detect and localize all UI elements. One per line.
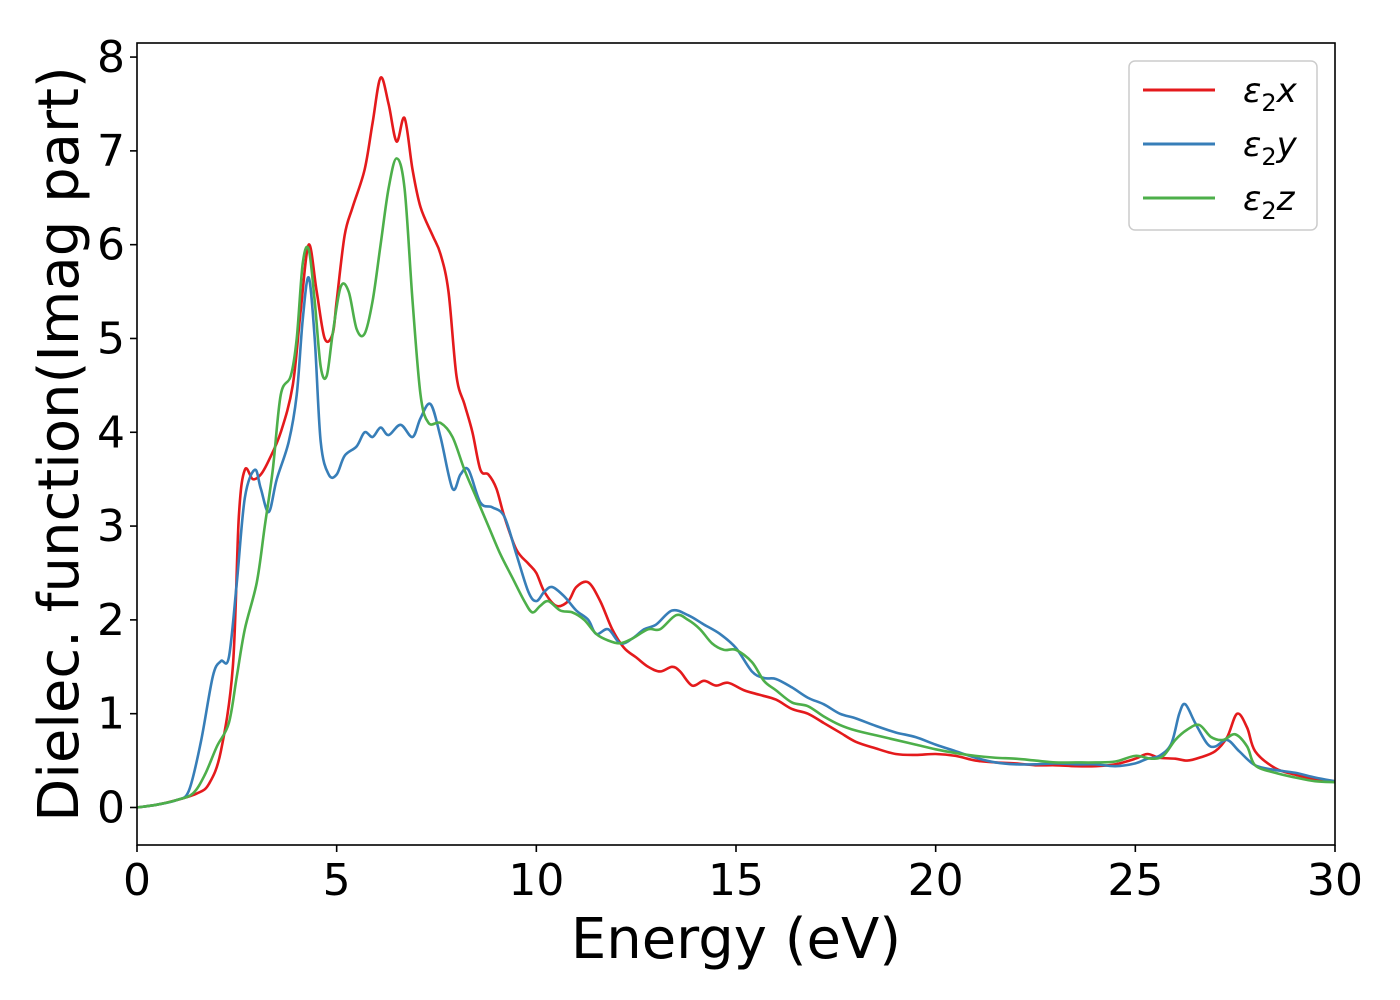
x-tick-label: 20 [908, 855, 964, 906]
x-tick-label: 30 [1307, 855, 1363, 906]
y-tick-label: 6 [97, 220, 125, 271]
y-tick-label: 5 [97, 313, 125, 364]
y-tick-label: 7 [97, 126, 125, 177]
y-tick-label: 8 [97, 32, 125, 83]
x-axis-label: Energy (eV) [571, 907, 901, 972]
x-tick-label: 10 [508, 855, 564, 906]
y-tick-label: 4 [97, 407, 125, 458]
y-axis-label: Dielec. function(Imag part) [27, 66, 92, 822]
series-layer [136, 76, 1336, 809]
y-tick-label: 0 [97, 782, 125, 833]
legend-label-3: ε2z [1243, 179, 1296, 225]
legend-box [1128, 60, 1318, 231]
legend: ε2x ε2y ε2z [1128, 60, 1318, 231]
series-line-3 [136, 157, 1336, 809]
x-axis-ticks: 0 5 10 15 20 25 30 [123, 845, 1363, 906]
y-tick-label: 2 [97, 595, 125, 646]
x-tick-label: 15 [708, 855, 764, 906]
legend-label-1: ε2x [1243, 71, 1298, 117]
legend-items: ε2x ε2y ε2z [1143, 71, 1298, 225]
legend-label-2: ε2y [1243, 125, 1298, 171]
y-tick-label: 3 [97, 501, 125, 552]
series-line-1 [136, 76, 1336, 809]
x-tick-label: 25 [1107, 855, 1163, 906]
y-tick-label: 1 [97, 689, 125, 740]
x-tick-label: 0 [123, 855, 151, 906]
y-axis-ticks: 0 1 2 3 4 5 6 7 8 [97, 32, 137, 833]
x-tick-label: 5 [323, 855, 351, 906]
series-line-2 [136, 276, 1336, 809]
